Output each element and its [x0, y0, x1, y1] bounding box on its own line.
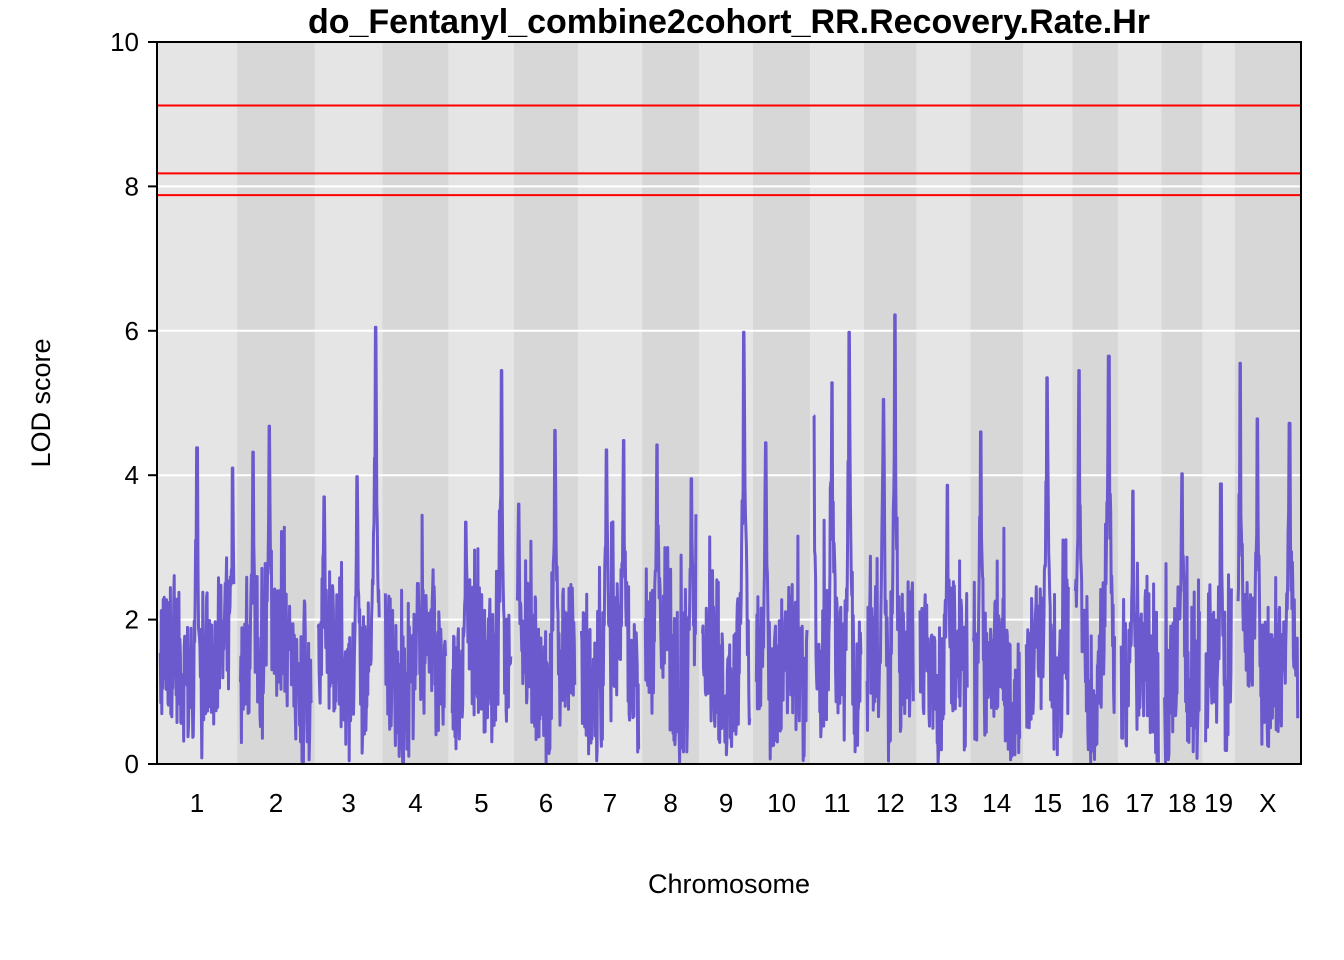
x-tick-label-8: 8 [663, 788, 677, 818]
plot-frame [156, 41, 1302, 765]
lod-series-chr-16 [1073, 354, 1116, 765]
y-tick-label-4: 4 [125, 460, 139, 490]
x-tick-label-9: 9 [719, 788, 733, 818]
x-tick-label-5: 5 [474, 788, 488, 818]
lod-series-chr-15 [1024, 376, 1071, 757]
lod-series-chr-9 [701, 330, 752, 757]
lod-series-chr-4 [383, 513, 447, 765]
lod-series-chr-18 [1163, 472, 1201, 765]
lod-series-chr-13 [918, 483, 969, 765]
chart-title: do_Fentanyl_combine2cohort_RR.Recovery.R… [308, 3, 1150, 41]
lod-series-chr-19 [1204, 482, 1233, 752]
lod-series-chr-10 [754, 441, 809, 762]
x-tick-label-12: 12 [876, 788, 905, 818]
lod-series [158, 313, 1300, 765]
x-tick-label-13: 13 [929, 788, 958, 818]
x-tick-label-16: 16 [1081, 788, 1110, 818]
x-tick-label-7: 7 [603, 788, 617, 818]
x-tick-label-6: 6 [539, 788, 553, 818]
x-tick-label-18: 18 [1168, 788, 1197, 818]
x-tick-label-17: 17 [1125, 788, 1154, 818]
lod-series-chr-2 [239, 424, 313, 765]
x-axis-label: Chromosome [648, 869, 810, 899]
lod-series-chr-6 [515, 428, 577, 765]
y-tick-label-0: 0 [125, 749, 139, 779]
lod-series-chr-1 [158, 446, 236, 760]
y-tick-label-6: 6 [125, 316, 139, 346]
lod-series-chr-14 [971, 430, 1022, 762]
lod-series-chr-7 [579, 439, 641, 763]
y-axis-label: LOD score [26, 338, 56, 467]
lod-series-chr-X [1236, 361, 1300, 748]
x-tick-label-15: 15 [1033, 788, 1062, 818]
lod-series-chr-3 [316, 325, 381, 763]
lod-series-chr-12 [865, 313, 915, 763]
y-tick-label-8: 8 [125, 171, 139, 201]
x-tick-label-14: 14 [982, 788, 1011, 818]
lod-series-chr-5 [450, 369, 513, 751]
lod-series-chr-8 [643, 443, 698, 764]
threshold-lines [157, 104, 1301, 197]
x-tick-label-1: 1 [190, 788, 204, 818]
lod-series-chr-11 [812, 330, 863, 754]
x-tick-label-19: 19 [1204, 788, 1233, 818]
y-tick-label-2: 2 [125, 605, 139, 635]
x-tick-label-10: 10 [767, 788, 796, 818]
x-tick-label-X: X [1259, 788, 1276, 818]
x-tick-label-2: 2 [269, 788, 283, 818]
x-tick-label-4: 4 [408, 788, 422, 818]
y-axis: 0 2 4 6 8 10 [110, 27, 157, 779]
x-axis: 1 2 3 4 5 6 7 8 9 10 11 12 13 14 15 16 17 18 19 X [190, 788, 1277, 818]
x-tick-label-11: 11 [824, 788, 851, 818]
x-tick-label-3: 3 [341, 788, 355, 818]
y-tick-label-10: 10 [110, 27, 139, 57]
lod-series-chr-17 [1119, 489, 1160, 763]
